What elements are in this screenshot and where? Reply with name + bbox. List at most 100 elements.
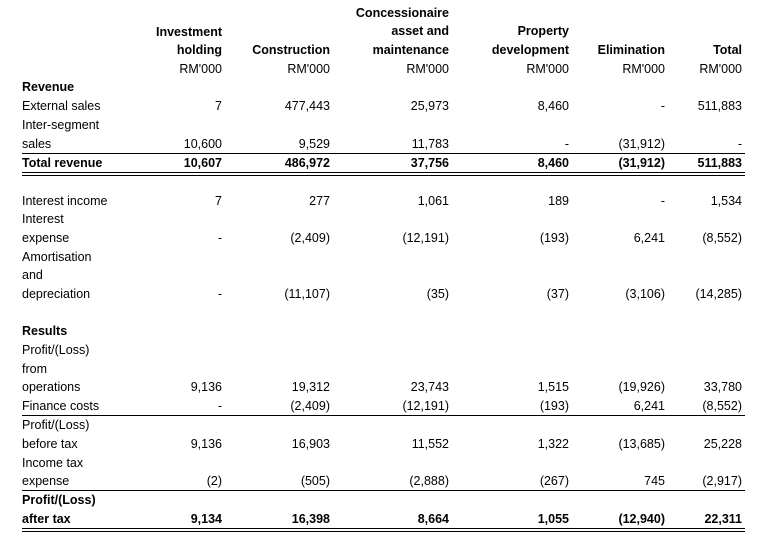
row-label-total-revenue: Total revenue <box>22 156 103 170</box>
rule-total-revenue-bottom <box>22 172 745 176</box>
header-investment-line1: Investment <box>156 25 222 39</box>
header-construction-line1: Construction <box>252 43 330 57</box>
cell-total-revenue-elimination: (31,912) <box>618 156 665 170</box>
cell-income-tax-concessionaire: (2,888) <box>409 474 449 488</box>
row-label-profit-operations-3: operations <box>22 380 81 394</box>
header-investment-line2: holding <box>176 43 222 57</box>
cell-inter-segment-investment: 10,600 <box>183 137 222 151</box>
row-label-profit-after-tax-1: Profit/(Loss) <box>22 493 96 507</box>
row-label-amortisation-2: and <box>22 268 43 282</box>
cell-interest-income-elimination: - <box>660 194 665 208</box>
cell-profit-after-tax-total: 22,311 <box>704 512 742 526</box>
cell-profit-after-tax-investment: 9,134 <box>190 512 222 526</box>
cell-external-sales-construction: 477,443 <box>284 99 330 113</box>
cell-amortisation-concessionaire: (35) <box>426 287 449 301</box>
header-concessionaire-line2: asset and <box>391 24 449 38</box>
header-property-line1: Property <box>517 24 569 38</box>
cell-profit-after-tax-elimination: (12,940) <box>618 512 665 526</box>
header-elimination-unit: RM'000 <box>622 62 665 76</box>
row-label-profit-operations-2: from <box>22 362 47 376</box>
cell-amortisation-investment: - <box>217 287 222 301</box>
cell-interest-income-construction: 277 <box>309 194 330 208</box>
cell-interest-income-property: 189 <box>548 194 569 208</box>
cell-amortisation-total: (14,285) <box>695 287 742 301</box>
header-concessionaire-line3: maintenance <box>372 43 449 57</box>
cell-income-tax-total: (2,917) <box>702 474 742 488</box>
cell-interest-expense-elimination: 6,241 <box>633 231 665 245</box>
cell-profit-operations-elimination: (19,926) <box>618 380 665 394</box>
cell-interest-expense-construction: (2,409) <box>290 231 330 245</box>
row-label-profit-before-tax-1: Profit/(Loss) <box>22 418 90 432</box>
header-property-unit: RM'000 <box>526 62 569 76</box>
cell-inter-segment-construction: 9,529 <box>298 137 330 151</box>
cell-total-revenue-construction: 486,972 <box>284 156 330 170</box>
row-label-amortisation-3: depreciation <box>22 287 91 301</box>
cell-profit-after-tax-construction: 16,398 <box>291 512 330 526</box>
cell-interest-expense-total: (8,552) <box>702 231 742 245</box>
cell-inter-segment-elimination: (31,912) <box>618 137 665 151</box>
cell-amortisation-property: (37) <box>546 287 569 301</box>
rule-after-tax-bottom <box>22 528 745 532</box>
cell-external-sales-elimination: - <box>660 99 665 113</box>
cell-profit-before-tax-construction: 16,903 <box>291 437 330 451</box>
cell-finance-costs-property: (193) <box>539 399 569 413</box>
rule-after-tax-top <box>22 490 745 491</box>
cell-profit-before-tax-elimination: (13,685) <box>618 437 665 451</box>
cell-interest-expense-property: (193) <box>539 231 569 245</box>
cell-finance-costs-construction: (2,409) <box>290 399 330 413</box>
cell-finance-costs-investment: - <box>217 399 222 413</box>
cell-amortisation-construction: (11,107) <box>284 287 330 301</box>
cell-external-sales-investment: 7 <box>215 99 222 113</box>
row-label-profit-operations-1: Profit/(Loss) <box>22 343 90 357</box>
cell-profit-after-tax-property: 1,055 <box>537 512 569 526</box>
cell-inter-segment-property: - <box>564 137 569 151</box>
row-label-amortisation-1: Amortisation <box>22 250 92 264</box>
cell-profit-before-tax-concessionaire: 11,552 <box>411 437 449 451</box>
cell-profit-operations-construction: 19,312 <box>291 380 330 394</box>
row-label-interest-income: Interest income <box>22 194 108 208</box>
cell-profit-before-tax-total: 25,228 <box>703 437 742 451</box>
cell-interest-expense-investment: - <box>217 231 222 245</box>
cell-inter-segment-concessionaire: 11,783 <box>411 137 449 151</box>
row-label-inter-segment-1: Inter-segment <box>22 118 100 132</box>
row-label-inter-segment-2: sales <box>22 137 52 151</box>
row-label-income-tax-2: expense <box>22 474 70 488</box>
cell-external-sales-concessionaire: 25,973 <box>410 99 449 113</box>
row-label-profit-before-tax-2: before tax <box>22 437 78 451</box>
cell-finance-costs-elimination: 6,241 <box>633 399 665 413</box>
cell-external-sales-property: 8,460 <box>537 99 569 113</box>
header-total-unit: RM'000 <box>699 62 742 76</box>
rule-before-tax-top <box>22 415 745 416</box>
cell-income-tax-construction: (505) <box>300 474 330 488</box>
cell-total-revenue-property: 8,460 <box>537 156 569 170</box>
header-property-line2: development <box>491 43 569 57</box>
header-elimination-line1: Elimination <box>597 43 665 57</box>
cell-profit-after-tax-concessionaire: 8,664 <box>417 512 449 526</box>
cell-income-tax-investment: (2) <box>206 474 222 488</box>
cell-amortisation-elimination: (3,106) <box>625 287 665 301</box>
cell-finance-costs-total: (8,552) <box>702 399 742 413</box>
cell-total-revenue-concessionaire: 37,756 <box>410 156 449 170</box>
cell-interest-income-concessionaire: 1,061 <box>417 194 449 208</box>
cell-interest-expense-concessionaire: (12,191) <box>402 231 449 245</box>
cell-total-revenue-total: 511,883 <box>697 156 743 170</box>
row-label-income-tax-1: Income tax <box>22 456 84 470</box>
header-concessionaire-line1: Concessionaire <box>355 6 449 20</box>
cell-profit-before-tax-investment: 9,136 <box>190 437 222 451</box>
cell-income-tax-elimination: 745 <box>644 474 665 488</box>
row-label-external-sales: External sales <box>22 99 101 113</box>
rule-total-revenue-top <box>22 153 745 154</box>
cell-external-sales-total: 511,883 <box>697 99 742 113</box>
cell-total-revenue-investment: 10,607 <box>183 156 222 170</box>
header-concessionaire-unit: RM'000 <box>406 62 449 76</box>
section-results: Results <box>22 324 68 338</box>
cell-profit-operations-total: 33,780 <box>703 380 742 394</box>
cell-profit-operations-property: 1,515 <box>537 380 569 394</box>
cell-interest-income-investment: 7 <box>215 194 222 208</box>
header-total-line1: Total <box>713 43 742 57</box>
section-revenue: Revenue <box>22 80 75 94</box>
cell-inter-segment-total: - <box>737 137 742 151</box>
cell-profit-operations-concessionaire: 23,743 <box>410 380 449 394</box>
header-construction-unit: RM'000 <box>287 62 330 76</box>
cell-finance-costs-concessionaire: (12,191) <box>402 399 449 413</box>
